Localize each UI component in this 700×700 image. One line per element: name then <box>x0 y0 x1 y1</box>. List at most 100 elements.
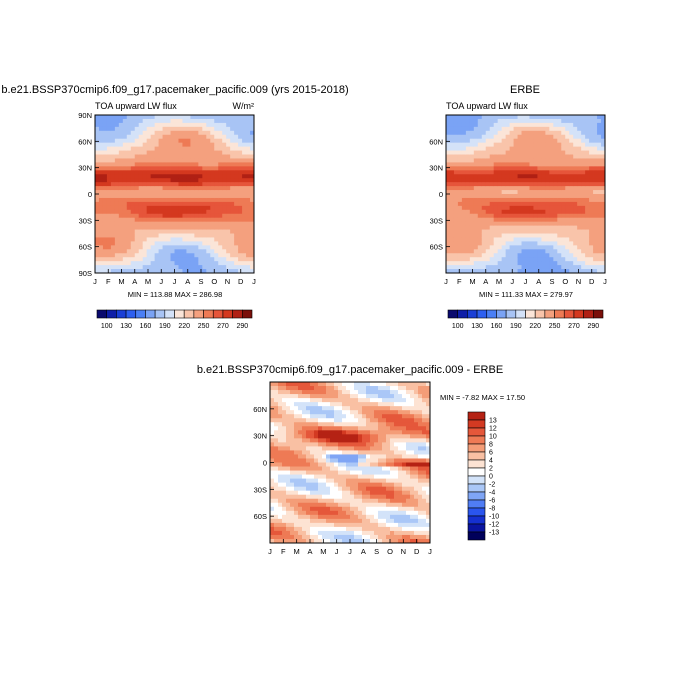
field-cell <box>358 434 363 439</box>
field-cell <box>601 118 605 124</box>
field-cell <box>513 233 518 238</box>
field-cell <box>597 178 602 183</box>
field-cell <box>465 134 471 140</box>
field-cell <box>390 498 395 504</box>
field-cell <box>326 410 331 415</box>
field-cell <box>194 265 199 270</box>
field-cell <box>473 166 479 171</box>
field-cell <box>122 213 128 219</box>
field-cell <box>501 194 507 199</box>
field-cell <box>418 486 423 492</box>
field-cell <box>170 194 175 199</box>
field-cell <box>533 229 538 234</box>
field-cell <box>210 197 215 203</box>
field-cell <box>394 514 399 520</box>
field-cell <box>537 241 542 246</box>
field-cell <box>198 170 203 175</box>
field-cell <box>298 442 303 447</box>
field-cell <box>513 190 518 195</box>
field-cell <box>581 221 586 226</box>
field-cell <box>278 426 283 431</box>
field-cell <box>513 166 518 171</box>
field-cell <box>190 178 195 183</box>
field-cell <box>473 261 479 266</box>
field-cell <box>334 442 339 447</box>
field-cell <box>322 486 327 492</box>
field-cell <box>130 209 136 215</box>
field-cell <box>354 442 359 447</box>
field-cell <box>545 225 550 230</box>
field-cell <box>541 166 546 171</box>
field-cell <box>198 213 203 219</box>
field-cell <box>497 170 503 175</box>
field-cell <box>342 406 347 411</box>
field-cell <box>537 118 542 124</box>
field-cell <box>406 414 411 419</box>
field-cell <box>501 182 507 187</box>
field-cell <box>174 217 179 223</box>
field-cell <box>577 134 582 140</box>
field-cell <box>418 454 423 459</box>
field-cell <box>294 426 299 431</box>
field-cell <box>238 122 243 128</box>
field-cell <box>182 265 187 270</box>
field-cell <box>150 186 156 191</box>
field-cell <box>338 530 343 536</box>
field-cell <box>130 130 136 136</box>
field-cell <box>505 178 511 183</box>
field-cell <box>106 241 112 246</box>
field-cell <box>394 402 399 407</box>
field-cell <box>278 394 283 399</box>
field-cell <box>198 201 203 207</box>
field-cell <box>142 237 148 242</box>
field-cell <box>557 118 562 124</box>
field-cell <box>465 154 471 159</box>
field-cell <box>150 257 156 262</box>
field-cell <box>453 257 459 262</box>
field-cell <box>226 253 231 258</box>
field-cell <box>569 221 574 226</box>
field-cell <box>461 182 467 187</box>
field-cell <box>310 502 315 508</box>
field-cell <box>126 146 132 151</box>
field-cell <box>202 241 207 246</box>
field-cell <box>601 142 605 147</box>
field-cell <box>186 190 191 195</box>
field-cell <box>569 150 574 155</box>
field-cell <box>533 126 538 132</box>
field-cell <box>477 158 483 163</box>
field-cell <box>597 126 602 132</box>
field-cell <box>286 406 291 411</box>
field-cell <box>525 225 530 230</box>
field-cell <box>410 482 415 488</box>
field-cell <box>338 474 343 479</box>
field-cell <box>130 201 136 207</box>
field-cell <box>513 249 518 254</box>
field-cell <box>378 402 383 407</box>
field-cell <box>218 166 223 171</box>
field-cell <box>286 534 291 540</box>
field-cell <box>577 269 582 273</box>
field-cell <box>206 194 211 199</box>
field-cell <box>206 122 211 128</box>
field-cell <box>398 474 403 479</box>
field-cell <box>406 402 411 407</box>
field-cell <box>410 442 415 447</box>
field-cell <box>398 502 403 508</box>
field-cell <box>354 466 359 471</box>
field-cell <box>370 490 375 496</box>
field-cell <box>330 494 335 500</box>
field-cell <box>130 162 136 167</box>
field-cell <box>469 241 475 246</box>
field-cell <box>170 241 175 246</box>
field-cell <box>553 229 558 234</box>
field-cell <box>597 249 602 254</box>
field-cell <box>298 414 303 419</box>
field-cell <box>278 506 283 512</box>
field-cell <box>573 178 578 183</box>
field-cell <box>210 229 215 234</box>
field-cell <box>406 450 411 455</box>
field-cell <box>533 166 538 171</box>
